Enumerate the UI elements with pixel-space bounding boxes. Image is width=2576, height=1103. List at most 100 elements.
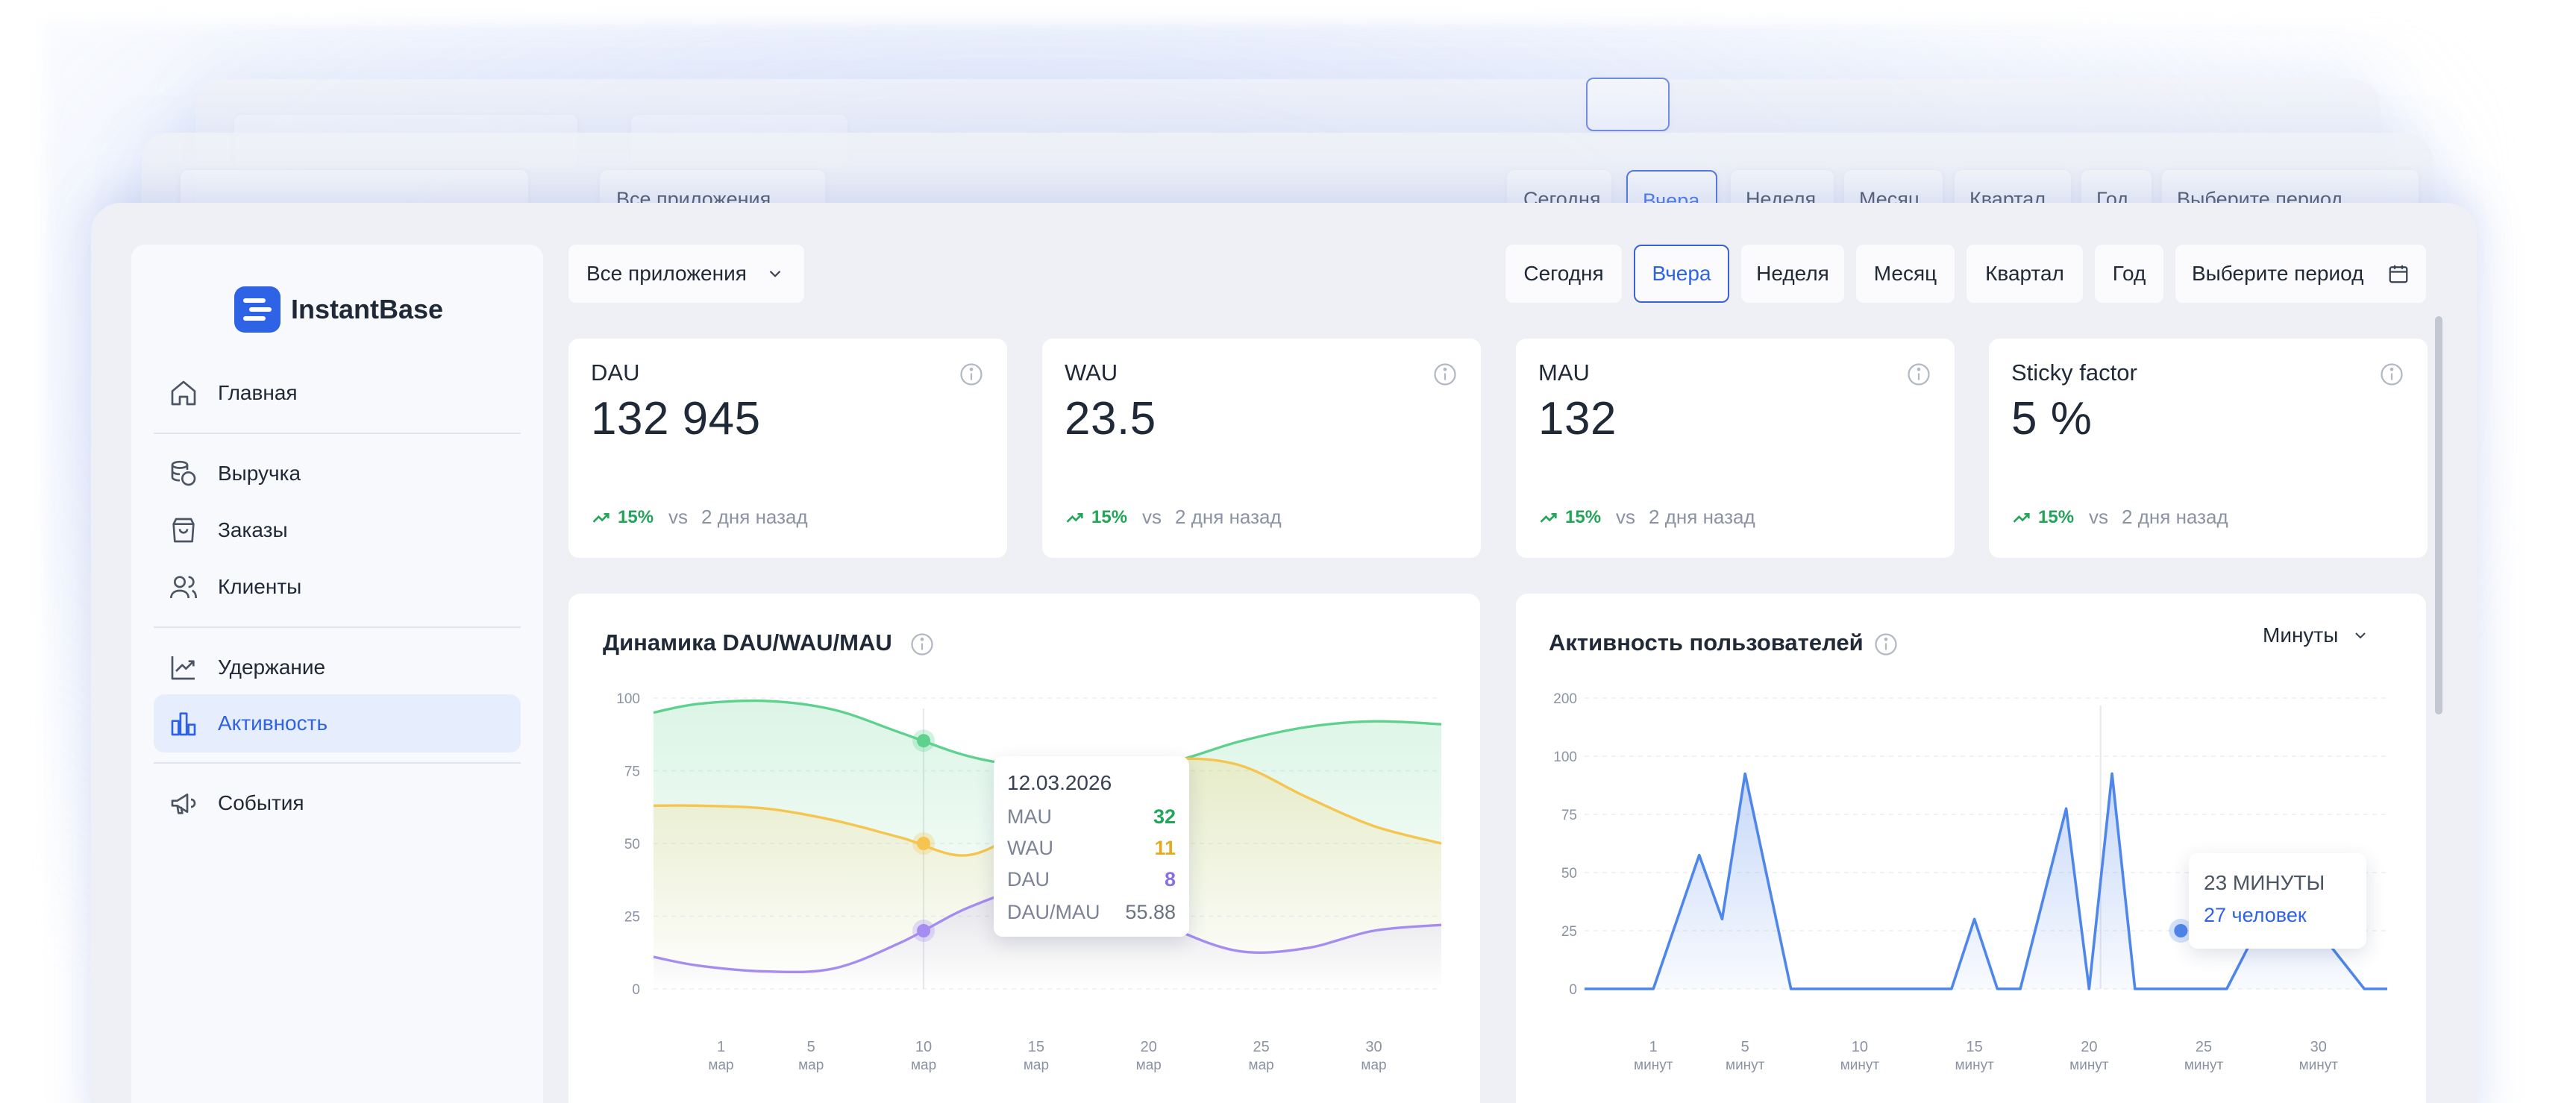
- users-icon: [166, 569, 201, 605]
- coins-icon: [166, 456, 201, 491]
- x-tick-label: минут: [2069, 1058, 2109, 1073]
- info-icon[interactable]: [1905, 361, 1932, 392]
- series-point-wau: [917, 837, 931, 850]
- unit-select-label: Минуты: [2263, 623, 2339, 647]
- megaphone-icon: [166, 785, 201, 821]
- y-tick-label: 100: [616, 691, 640, 707]
- period-yesterday-button[interactable]: Вчера: [1634, 245, 1729, 303]
- y-tick-label: 200: [1553, 691, 1577, 707]
- chevron-down-icon: [2355, 632, 2366, 639]
- sidebar-item-orders[interactable]: Заказы: [154, 501, 521, 559]
- app-name: InstantBase: [291, 294, 444, 324]
- panel-title: Динамика DAU/WAU/MAU: [603, 629, 892, 656]
- app-logo[interactable]: InstantBase: [234, 286, 443, 333]
- unit-select[interactable]: Минуты: [2263, 623, 2369, 647]
- kpi-change: 15% vs 2 дня назад: [591, 506, 808, 529]
- x-tick-label: 20: [1141, 1039, 1157, 1055]
- y-tick-label: 75: [1561, 808, 1577, 823]
- app-select[interactable]: Все приложения: [568, 245, 804, 303]
- x-tick-label: минут: [1955, 1058, 1994, 1073]
- period-today-button[interactable]: Сегодня: [1505, 245, 1622, 303]
- kpi-card-sticky-factor: Sticky factor 5 % 15% vs 2 дня назад: [1989, 339, 2428, 558]
- period-custom-button[interactable]: Выберите период: [2175, 245, 2426, 303]
- sidebar-item-events[interactable]: События: [154, 774, 521, 832]
- x-tick-label: минут: [1726, 1058, 1765, 1073]
- series-area-activity: [1585, 773, 2387, 989]
- x-tick-label: минут: [1634, 1058, 1673, 1073]
- sidebar-item-retention[interactable]: Удержание: [154, 638, 521, 697]
- x-tick-label: мар: [1249, 1058, 1274, 1073]
- home-icon: [166, 375, 201, 411]
- y-tick-label: 25: [1561, 924, 1577, 940]
- x-tick-label: 5: [807, 1039, 815, 1055]
- sidebar-item-activity[interactable]: Активность: [154, 694, 521, 752]
- period-year-button[interactable]: Год: [2095, 245, 2163, 303]
- kpi-title: DAU: [591, 359, 640, 386]
- series-point-dau: [917, 924, 931, 937]
- app-select-label: Все приложения: [586, 262, 747, 285]
- sidebar-item-label: Клиенты: [218, 575, 302, 598]
- x-tick-label: 15: [1028, 1039, 1044, 1055]
- kpi-card-dau: DAU 132 945 15% vs 2 дня назад: [568, 339, 1007, 558]
- x-tick-label: 25: [2196, 1039, 2212, 1055]
- x-tick-label: мар: [911, 1058, 936, 1073]
- kpi-title: Sticky factor: [2011, 359, 2137, 386]
- x-tick-label: мар: [1024, 1058, 1049, 1073]
- logo-icon: [234, 286, 281, 333]
- calendar-icon: [2387, 263, 2410, 290]
- x-tick-label: 10: [915, 1039, 932, 1055]
- kpi-change: 15% vs 2 дня назад: [2011, 506, 2228, 529]
- info-icon[interactable]: [1873, 631, 1899, 662]
- x-tick-label: 25: [1253, 1039, 1270, 1055]
- sidebar: [131, 245, 543, 1103]
- panel-title: Активность пользователей: [1549, 629, 1864, 656]
- sidebar-item-label: Удержание: [218, 656, 326, 679]
- sidebar-item-revenue[interactable]: Выручка: [154, 444, 521, 503]
- y-tick-label: 75: [624, 764, 640, 780]
- kpi-value: 5 %: [2011, 393, 2093, 444]
- info-icon[interactable]: [2378, 361, 2405, 392]
- sidebar-divider: [154, 433, 521, 434]
- bar-chart-icon: [166, 706, 201, 741]
- period-month-button[interactable]: Месяц: [1856, 245, 1955, 303]
- tooltip-row: DAU 8: [1007, 868, 1176, 890]
- chevron-down-icon: [765, 264, 785, 289]
- series-point-activity: [2174, 924, 2188, 937]
- x-tick-label: 1: [717, 1039, 725, 1055]
- trend-up-icon: [2013, 512, 2030, 523]
- tooltip-row: MAU 32: [1007, 805, 1176, 828]
- sidebar-item-label: Заказы: [218, 518, 288, 541]
- sidebar-item-label: Главная: [218, 381, 298, 404]
- x-tick-label: 15: [1967, 1039, 1983, 1055]
- tooltip-value: 27 человек: [2204, 904, 2307, 926]
- chart-tooltip: 12.03.2026 MAU 32 WAU 11 DAU 8 DAU/MAU 55.88: [994, 756, 1189, 937]
- kpi-value: 132: [1538, 393, 1617, 444]
- trend-up-icon: [1066, 512, 1083, 523]
- tooltip-date: 12.03.2026: [1007, 771, 1112, 794]
- series-area-dau: [654, 886, 1441, 989]
- x-tick-label: мар: [1361, 1058, 1386, 1073]
- info-icon[interactable]: [1432, 361, 1458, 392]
- x-tick-label: 30: [1365, 1039, 1382, 1055]
- tooltip-title: 23 МИНУТЫ: [2204, 871, 2325, 894]
- kpi-card-mau: MAU 132 15% vs 2 дня назад: [1516, 339, 1955, 558]
- shopping-bag-icon: [166, 512, 201, 548]
- sidebar-divider: [154, 626, 521, 628]
- trend-up-icon: [1540, 512, 1557, 523]
- user-activity-panel: Активность пользователей Минуты 0 25 50 75 1…: [1516, 594, 2426, 1103]
- scrollbar-thumb[interactable]: [2435, 316, 2442, 714]
- x-tick-label: 5: [1741, 1039, 1749, 1055]
- x-tick-label: минут: [2299, 1058, 2339, 1073]
- sidebar-item-home[interactable]: Главная: [154, 364, 521, 422]
- sidebar-item-clients[interactable]: Клиенты: [154, 558, 521, 616]
- info-icon[interactable]: [909, 631, 936, 662]
- period-week-button[interactable]: Неделя: [1741, 245, 1844, 303]
- y-tick-label: 25: [624, 910, 640, 926]
- y-tick-label: 0: [1569, 982, 1577, 998]
- sidebar-divider: [154, 762, 521, 764]
- period-quarter-button[interactable]: Квартал: [1967, 245, 2083, 303]
- info-icon[interactable]: [958, 361, 985, 392]
- y-tick-label: 0: [632, 982, 640, 998]
- tooltip-row: WAU 11: [1007, 837, 1176, 859]
